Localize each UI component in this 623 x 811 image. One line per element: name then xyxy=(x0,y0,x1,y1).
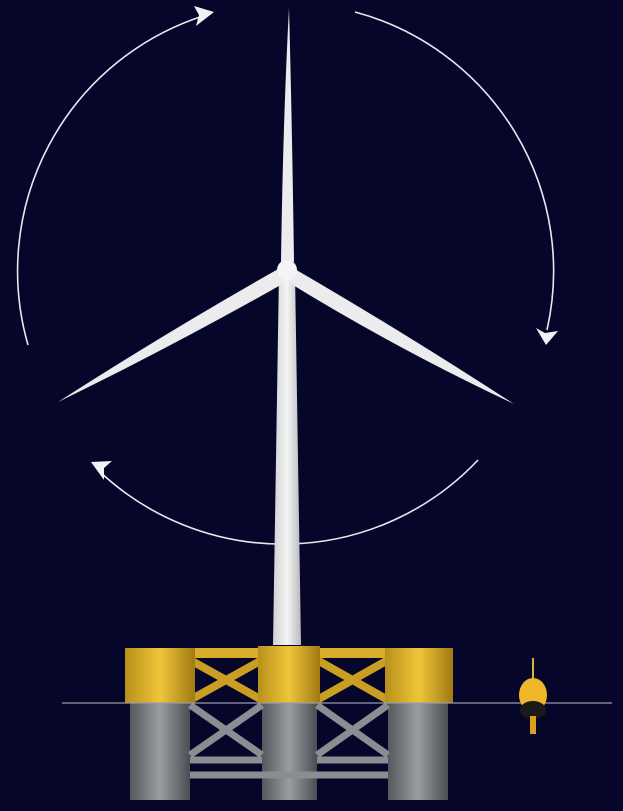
column-lower xyxy=(262,700,317,800)
hub xyxy=(277,260,297,280)
arrowhead xyxy=(91,461,112,480)
column-lower xyxy=(130,700,190,800)
upper-braces xyxy=(188,656,390,704)
platform xyxy=(125,646,453,800)
brace xyxy=(315,656,390,704)
arrowhead xyxy=(194,6,214,26)
braces xyxy=(188,702,391,779)
blade xyxy=(58,268,286,402)
arc xyxy=(16,15,204,346)
arrowheads xyxy=(91,6,558,480)
brace xyxy=(188,702,264,758)
blades xyxy=(58,8,514,404)
tower xyxy=(273,272,301,645)
column-upper xyxy=(125,648,195,703)
brace xyxy=(188,656,264,704)
buoy-keel xyxy=(530,716,536,734)
column-lower xyxy=(388,700,448,800)
blade xyxy=(281,8,294,262)
buoy xyxy=(519,658,547,734)
buoy-base xyxy=(520,701,546,719)
brace xyxy=(314,702,391,758)
column-upper xyxy=(258,646,320,703)
column-upper xyxy=(385,648,453,703)
arrowhead xyxy=(536,328,558,345)
blade xyxy=(288,268,514,404)
arc xyxy=(354,11,555,331)
